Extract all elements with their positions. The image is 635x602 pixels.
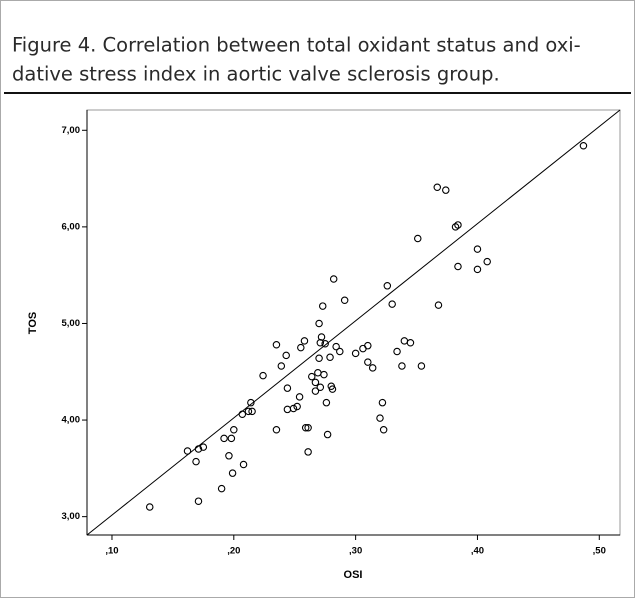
point — [398, 362, 406, 370]
point — [364, 358, 372, 366]
point — [336, 347, 344, 356]
point — [417, 362, 426, 370]
point — [145, 503, 154, 511]
caption-line: dative stress index in aortic valve scle… — [12, 63, 500, 86]
point — [304, 448, 312, 456]
point — [192, 457, 200, 466]
x-tick-label: ,20 — [227, 546, 240, 557]
point — [351, 349, 360, 358]
x-tick-label: ,50 — [593, 546, 606, 557]
point — [329, 275, 338, 283]
x-tick-label: ,30 — [349, 546, 362, 557]
point — [473, 265, 482, 274]
point — [379, 425, 388, 434]
point — [318, 302, 327, 310]
fit-line — [86, 109, 621, 536]
point — [272, 340, 281, 349]
point — [317, 333, 326, 341]
point — [406, 339, 415, 347]
point — [483, 257, 491, 266]
point — [328, 385, 337, 393]
point — [322, 398, 331, 407]
point — [225, 452, 233, 460]
caption-line: Figure 4. Correlation between total oxid… — [12, 34, 581, 57]
point — [315, 319, 323, 328]
point — [433, 183, 442, 192]
point — [239, 460, 248, 469]
point — [247, 398, 255, 407]
point — [332, 342, 340, 351]
y-tick-label: 7,00 — [62, 125, 81, 136]
point — [220, 434, 228, 443]
point — [300, 337, 309, 345]
point — [340, 296, 349, 305]
point — [199, 443, 208, 451]
point — [383, 282, 392, 290]
point — [454, 262, 462, 271]
point — [277, 362, 286, 370]
point — [282, 351, 290, 360]
y-tick-label: 3,00 — [62, 511, 81, 522]
y-tick-label: 4,00 — [62, 415, 81, 426]
point — [297, 343, 305, 352]
point — [194, 497, 203, 505]
point — [442, 186, 450, 194]
point — [308, 372, 316, 381]
point — [228, 469, 237, 477]
point — [183, 447, 192, 455]
x-tick-label: ,40 — [471, 546, 484, 557]
point — [315, 354, 323, 362]
point — [230, 425, 238, 434]
point — [248, 407, 256, 416]
point — [293, 402, 301, 411]
point — [321, 339, 329, 348]
point — [388, 300, 396, 308]
point — [326, 353, 334, 362]
point — [451, 223, 460, 231]
point — [323, 430, 332, 439]
point — [311, 387, 320, 395]
point — [238, 410, 247, 419]
point — [316, 383, 325, 391]
y-tick-label: 6,00 — [62, 221, 81, 232]
point — [473, 245, 482, 253]
point — [368, 364, 377, 372]
point — [295, 393, 304, 401]
point — [194, 445, 203, 453]
point — [376, 414, 384, 422]
point — [579, 141, 588, 150]
x-tick-label: ,10 — [105, 546, 118, 557]
point — [314, 368, 322, 377]
point — [454, 221, 462, 229]
y-tick-label: 5,00 — [62, 318, 81, 329]
y-axis-label: TOS — [27, 312, 39, 334]
point — [378, 398, 387, 407]
point — [244, 407, 253, 416]
point — [304, 424, 312, 432]
point — [301, 424, 310, 432]
point — [393, 347, 401, 356]
point — [311, 378, 320, 387]
point — [283, 384, 292, 392]
point — [227, 434, 236, 443]
point — [400, 337, 409, 345]
point — [217, 484, 226, 493]
x-axis-label: OSI — [344, 569, 363, 581]
point — [283, 405, 292, 414]
point — [272, 425, 281, 434]
point — [434, 301, 443, 309]
point — [364, 341, 372, 350]
point — [320, 370, 328, 379]
point — [259, 371, 267, 380]
point — [414, 234, 422, 243]
point — [289, 404, 298, 413]
